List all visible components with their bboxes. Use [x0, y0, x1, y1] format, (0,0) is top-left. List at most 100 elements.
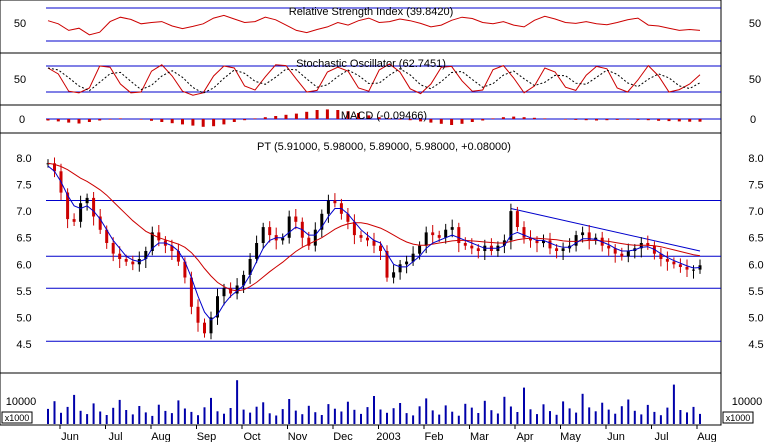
candle-body [326, 200, 330, 214]
candle-body [665, 259, 669, 262]
volume-unit-box-right [722, 411, 754, 424]
candle-body [183, 261, 187, 278]
x-tick-label: Feb [425, 431, 444, 442]
candle-body [352, 221, 356, 236]
stochastic-title: Stochastic Oscillator (62.7451) [296, 58, 446, 70]
price-y-tick-left: 4.5 [16, 339, 31, 351]
candle-body [581, 232, 585, 236]
macd-left-tick: 0 [19, 114, 25, 126]
x-tick-label: Jul [108, 431, 122, 442]
candle-body [209, 317, 213, 334]
x-tick-label: Jun [61, 431, 79, 442]
stochastic-k-line [47, 63, 701, 96]
x-tick-label: May [560, 431, 581, 442]
candle-body [196, 306, 200, 323]
candle-body [189, 277, 193, 307]
x-tick-label: Jun [607, 431, 625, 442]
price-y-tick-right: 5.5 [748, 286, 763, 298]
candle-body [313, 229, 317, 246]
candle-body [333, 200, 337, 204]
candle-body [98, 216, 102, 230]
macd-right-tick: 0 [750, 114, 756, 126]
price-y-tick-right: 5.0 [748, 312, 763, 324]
candle-body [235, 285, 239, 294]
candle-body [431, 232, 435, 236]
price-y-tick-right: 8.0 [748, 153, 763, 165]
macd-histogram [46, 109, 702, 127]
price-y-tick-left: 5.5 [16, 286, 31, 298]
volume-left-tick: 10000 [6, 396, 37, 408]
candle-body [379, 245, 382, 251]
volume-unit-box-left [1, 411, 33, 424]
candle-body [542, 240, 545, 244]
moving-average-short [47, 165, 701, 321]
candle-body [450, 227, 454, 230]
candle-body [248, 259, 252, 275]
candle-body [659, 253, 663, 259]
candle-body [124, 259, 128, 262]
candle-body [685, 266, 689, 270]
rsi-left-tick: 50 [14, 18, 26, 30]
x-tick-label: Aug [697, 431, 717, 442]
price-trendline [510, 208, 701, 252]
volume-unit-right: x1000 [726, 413, 751, 423]
stochastic-left-tick: 50 [14, 74, 26, 86]
candle-body [398, 264, 402, 273]
candle-body [607, 245, 611, 249]
volume-panel: 10000 10000 x1000 x1000 [0, 372, 763, 426]
candle-body [105, 229, 109, 243]
candle-body [255, 243, 259, 259]
candle-body [131, 261, 135, 265]
rsi-panel: Relative Strength Index (39.8420) 50 50 [0, 0, 761, 54]
rsi-right-tick: 50 [749, 18, 761, 30]
candle-body [424, 232, 428, 246]
candle-body [692, 269, 695, 271]
candle-body [515, 211, 519, 227]
candle-body [287, 216, 291, 238]
candle-body [111, 243, 115, 254]
x-tick-label: Oct [243, 431, 260, 442]
candle-body [522, 227, 526, 238]
price-y-axis-labels: 8.0 8.0 7.5 7.5 7.0 7.0 6.5 6.5 6.0 6.0 5.5 5.5 5.0 5… [16, 153, 763, 351]
candle-body [535, 240, 539, 244]
candle-body [548, 240, 552, 249]
x-tick-label: Dec [333, 431, 353, 442]
candle-body [529, 237, 532, 241]
price-y-tick-right: 7.0 [748, 206, 763, 218]
candle-body [150, 232, 154, 251]
price-y-tick-left: 6.0 [16, 259, 31, 271]
price-y-tick-right: 7.5 [748, 180, 763, 192]
stochastic-right-tick: 50 [749, 74, 761, 86]
rsi-line [47, 14, 701, 36]
candle-body [53, 163, 56, 172]
candle-body [678, 264, 682, 267]
price-y-tick-left: 8.0 [16, 153, 31, 165]
x-tick-label: Mar [470, 431, 489, 442]
stochastic-d-line [47, 67, 701, 94]
x-tick-label: Jul [654, 431, 668, 442]
macd-title: MACD (-0.09466) [341, 110, 427, 122]
candle-body [444, 229, 448, 238]
x-tick-label: 2003 [376, 431, 400, 442]
volume-right-tick: 10000 [732, 396, 763, 408]
candle-body [157, 232, 161, 241]
candle-body [366, 237, 369, 241]
candle-body [385, 251, 389, 278]
candle-body [613, 248, 617, 254]
candle-body [457, 227, 461, 243]
rsi-title: Relative Strength Index (39.8420) [289, 6, 454, 18]
candle-body [222, 288, 226, 297]
price-y-tick-left: 7.5 [16, 180, 31, 192]
candle-body [509, 211, 513, 241]
candle-body [392, 272, 396, 278]
price-y-tick-right: 4.5 [748, 339, 763, 351]
price-title: PT (5.91000, 5.98000, 5.89000, 5.98000, … [257, 141, 511, 153]
candle-body [176, 251, 180, 262]
candle-body [698, 265, 702, 270]
x-tick-label: Apr [516, 431, 533, 442]
candle-body [72, 219, 76, 222]
candle-body [418, 245, 422, 254]
candle-body [66, 192, 70, 220]
